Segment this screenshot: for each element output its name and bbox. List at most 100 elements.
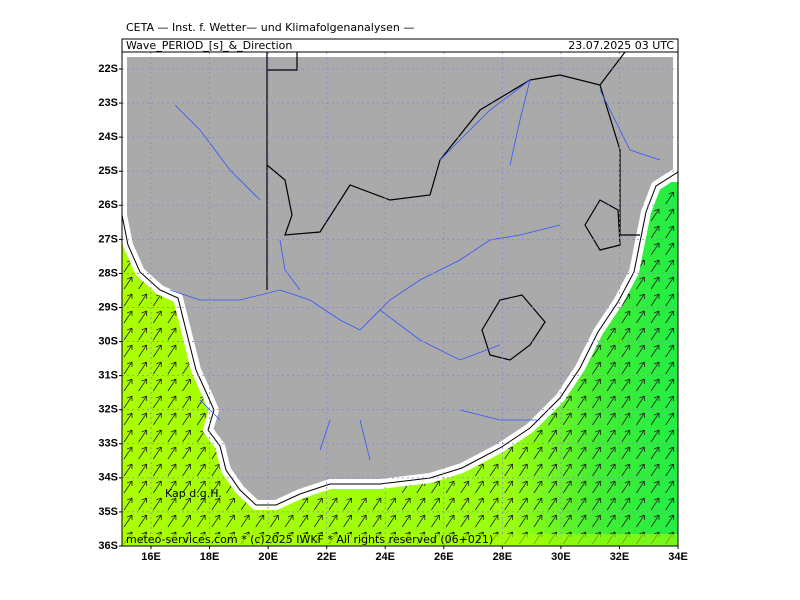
arrow xyxy=(650,446,660,460)
arrow xyxy=(138,395,148,409)
arrow xyxy=(592,514,601,528)
arrow xyxy=(665,429,675,443)
arrow xyxy=(152,344,162,358)
arrow xyxy=(489,514,499,528)
lon-label: 32E xyxy=(610,551,630,563)
arrow xyxy=(621,395,631,409)
arrow xyxy=(123,327,133,341)
arrow xyxy=(606,395,616,409)
arrow xyxy=(167,429,177,443)
arrow xyxy=(636,361,645,375)
arrow xyxy=(182,446,191,460)
arrow xyxy=(665,242,675,256)
arrow xyxy=(650,310,660,324)
arrow xyxy=(606,463,616,477)
arrow xyxy=(621,378,631,392)
arrow xyxy=(138,480,148,494)
arrow xyxy=(123,514,133,528)
lat-label: 28S xyxy=(98,267,118,279)
arrow xyxy=(533,429,543,443)
arrow xyxy=(533,446,543,460)
arrow xyxy=(138,412,148,426)
arrow xyxy=(665,310,675,324)
arrow xyxy=(211,497,221,511)
arrow xyxy=(650,259,660,273)
arrow xyxy=(313,497,323,511)
arrow xyxy=(548,514,557,528)
arrow xyxy=(562,412,572,426)
arrow xyxy=(460,480,470,494)
arrow xyxy=(562,514,572,528)
arrow xyxy=(533,514,543,528)
arrow xyxy=(548,480,557,494)
arrow xyxy=(592,361,601,375)
arrow xyxy=(577,480,587,494)
arrow xyxy=(518,463,528,477)
arrow xyxy=(167,463,177,477)
arrow xyxy=(636,327,645,341)
arrow xyxy=(152,412,162,426)
arrow xyxy=(167,412,177,426)
arrow xyxy=(665,514,675,528)
arrow xyxy=(182,497,191,511)
arrow xyxy=(152,378,162,392)
arrow xyxy=(196,412,206,426)
institute: CETA — Inst. f. Wetter— und Klimafolgena… xyxy=(126,21,414,34)
arrow xyxy=(518,446,528,460)
arrow xyxy=(167,310,177,324)
arrow xyxy=(138,429,148,443)
arrow xyxy=(650,242,660,256)
arrow xyxy=(167,497,177,511)
arrow xyxy=(343,514,352,528)
arrow xyxy=(167,378,177,392)
arrow xyxy=(636,395,645,409)
lon-label: 20E xyxy=(258,551,278,563)
arrow xyxy=(621,480,631,494)
arrow xyxy=(123,480,133,494)
arrow xyxy=(475,497,484,511)
arrow xyxy=(255,514,265,528)
arrow xyxy=(152,463,162,477)
lat-label: 33S xyxy=(98,438,118,450)
arrow xyxy=(445,497,455,511)
arrow xyxy=(167,446,177,460)
arrow xyxy=(240,514,250,528)
arrow xyxy=(650,293,660,307)
arrow xyxy=(299,514,309,528)
arrow xyxy=(562,497,572,511)
arrow xyxy=(621,361,631,375)
arrow xyxy=(621,429,631,443)
lon-label: 18E xyxy=(200,551,220,563)
arrow xyxy=(636,429,645,443)
arrow xyxy=(636,463,645,477)
arrow xyxy=(650,208,660,222)
arrow xyxy=(504,446,514,460)
arrow xyxy=(621,514,631,528)
arrow xyxy=(665,208,675,222)
arrow xyxy=(636,497,645,511)
arrow xyxy=(138,327,148,341)
arrow xyxy=(533,480,543,494)
arrow xyxy=(152,497,162,511)
arrow xyxy=(650,412,660,426)
arrow xyxy=(138,497,148,511)
arrow xyxy=(123,378,133,392)
arrow xyxy=(665,327,675,341)
arrow xyxy=(665,191,675,205)
arrow xyxy=(665,276,675,290)
arrow xyxy=(592,429,601,443)
arrow xyxy=(577,412,587,426)
arrow xyxy=(665,463,675,477)
arrow xyxy=(152,446,162,460)
arrow xyxy=(182,480,191,494)
arrow xyxy=(357,497,367,511)
arrow xyxy=(577,429,587,443)
arrow xyxy=(445,514,455,528)
arrow xyxy=(636,446,645,460)
arrow xyxy=(416,497,426,511)
arrow xyxy=(475,514,484,528)
arrow xyxy=(548,446,557,460)
arrow xyxy=(650,497,660,511)
arrow xyxy=(592,480,601,494)
arrow xyxy=(665,293,675,307)
